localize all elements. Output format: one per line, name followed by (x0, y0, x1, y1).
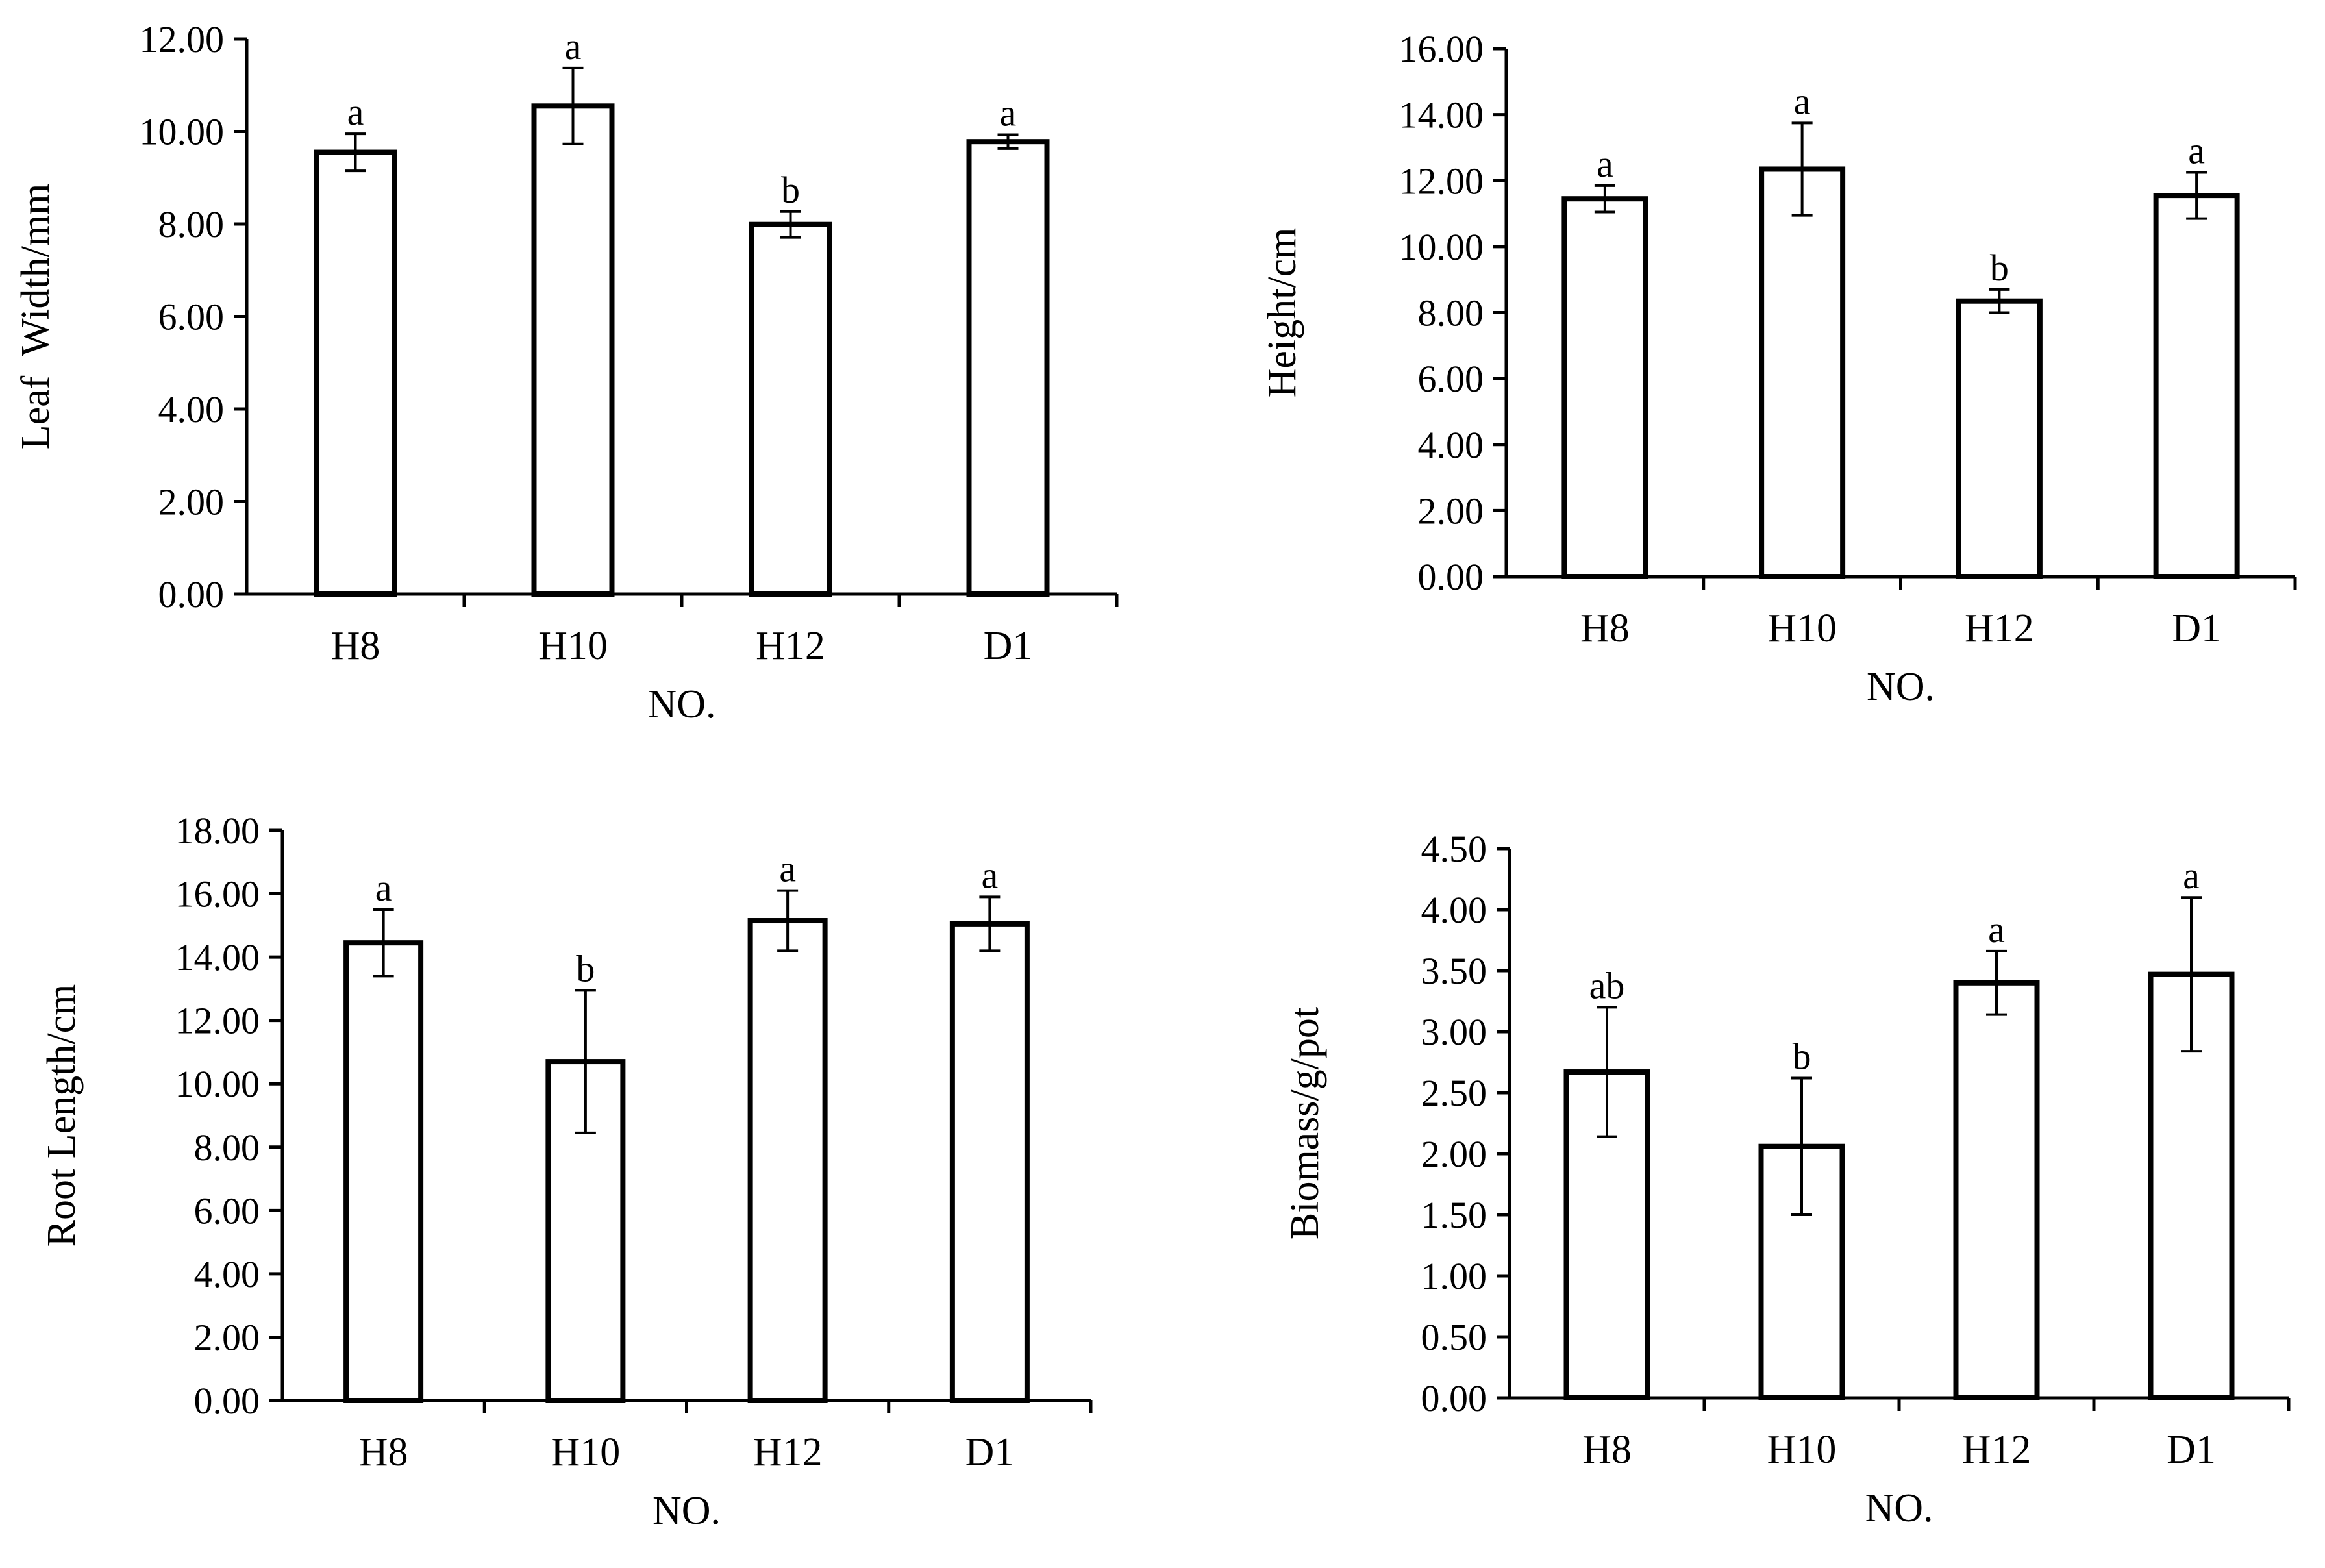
root-length-bar-d1 (949, 921, 1030, 1403)
leaf-width-significance-label: b (781, 169, 800, 211)
biomass-bar-h12 (1953, 980, 2040, 1400)
leaf-width-significance-label: a (1000, 92, 1017, 134)
leaf-width-y-tick-label: 4.00 (158, 388, 225, 430)
leaf-width-y-tick-label: 8.00 (158, 203, 225, 245)
biomass-x-tick-label: D1 (2167, 1428, 2216, 1472)
biomass-x-tick-label: H12 (1962, 1428, 2032, 1472)
leaf-width-significance-label: a (565, 25, 582, 68)
leaf-width-y-tick-label: 10.00 (140, 111, 225, 153)
biomass-y-tick-label: 2.50 (1421, 1072, 1487, 1114)
biomass-y-tick-label: 4.00 (1421, 889, 1487, 931)
height-y-tick-label: 2.00 (1418, 490, 1484, 532)
height-y-tick-label: 10.00 (1399, 226, 1484, 268)
leaf-width-x-tick-label: H8 (331, 624, 380, 668)
biomass-x-axis-title: NO. (1865, 1486, 1933, 1530)
height-significance-label: a (1597, 143, 1613, 185)
biomass-y-tick-label: 3.50 (1421, 950, 1487, 992)
root-length-y-tick-label: 12.00 (175, 1000, 260, 1042)
biomass-significance-label: ab (1589, 964, 1625, 1006)
biomass-significance-label: a (2183, 854, 2200, 897)
biomass-y-axis-title: Biomass/g/pot (1283, 1007, 1327, 1239)
height-significance-label: a (1794, 80, 1811, 122)
height-x-axis-title: NO. (1867, 665, 1935, 709)
root-length-y-tick-label: 10.00 (175, 1063, 260, 1105)
root-length-bar-h12 (747, 918, 828, 1403)
leaf-width-x-tick-label: D1 (984, 624, 1033, 668)
root-length-y-tick-label: 16.00 (175, 873, 260, 915)
root-length-x-tick-label: H10 (551, 1430, 620, 1475)
height-y-tick-label: 6.00 (1418, 358, 1484, 400)
chart-leaf-width-svg: 0.00 2.00 4.00 6.00 8.00 10.00 12.00 a H8 a H10 b H1… (14, 18, 1119, 727)
leaf-width-x-tick-label: H12 (756, 624, 825, 668)
root-length-y-tick-label: 0.00 (194, 1380, 260, 1422)
height-y-tick-label: 12.00 (1399, 160, 1484, 202)
height-x-tick-label: D1 (2172, 606, 2221, 651)
root-length-y-tick-label: 14.00 (175, 936, 260, 978)
height-x-tick-label: H12 (1965, 606, 2034, 651)
height-y-tick-label: 4.00 (1418, 424, 1484, 466)
root-length-y-tick-label: 6.00 (194, 1189, 260, 1232)
root-length-significance-label: a (375, 867, 392, 909)
height-significance-label: a (2188, 130, 2205, 172)
height-bar-h10 (1759, 166, 1846, 579)
leaf-width-y-tick-label: 0.00 (158, 573, 225, 616)
chart-root-length: 0.00 2.00 4.00 6.00 8.00 10.00 12.00 14.00 16.00… (0, 784, 1162, 1567)
height-y-tick-label: 16.00 (1399, 28, 1484, 70)
height-bar-h8 (1561, 196, 1648, 579)
root-length-bar-h8 (343, 940, 424, 1403)
height-bar-d1 (2153, 193, 2240, 580)
chart-biomass: 0.00 0.50 1.00 1.50 2.00 2.50 3.00 3.50 4.00 4.50… (1162, 784, 2324, 1567)
height-y-tick-label: 14.00 (1399, 94, 1484, 136)
leaf-width-x-tick-label: H10 (538, 624, 608, 668)
height-y-axis-title: Height/cm (1260, 228, 1304, 398)
biomass-y-tick-label: 0.00 (1421, 1377, 1487, 1419)
chart-height-svg: 0.00 2.00 4.00 6.00 8.00 10.00 12.00 14.00 16.00… (1260, 28, 2297, 709)
root-length-significance-label: a (982, 854, 999, 896)
root-length-x-tick-label: H12 (753, 1430, 823, 1475)
root-length-significance-label: b (576, 947, 595, 989)
biomass-y-tick-label: 0.50 (1421, 1316, 1487, 1358)
root-length-y-tick-label: 8.00 (194, 1126, 260, 1169)
biomass-y-tick-label: 3.00 (1421, 1011, 1487, 1053)
leaf-width-y-tick-label: 2.00 (158, 481, 225, 523)
leaf-width-y-axis-title: Leaf Width/mm (14, 184, 58, 450)
biomass-x-tick-label: H8 (1582, 1428, 1632, 1472)
root-length-y-tick-label: 4.00 (194, 1253, 260, 1295)
chart-height: 0.00 2.00 4.00 6.00 8.00 10.00 12.00 14.00 16.00… (1162, 0, 2324, 784)
leaf-width-bar-h12 (749, 221, 832, 597)
height-bar-h12 (1956, 298, 2043, 579)
leaf-width-bar-h10 (531, 103, 615, 597)
height-y-tick-label: 8.00 (1418, 292, 1484, 334)
biomass-y-tick-label: 4.50 (1421, 828, 1487, 870)
root-length-y-axis-title: Root Length/cm (40, 984, 84, 1247)
biomass-y-tick-label: 2.00 (1421, 1133, 1487, 1175)
height-x-tick-label: H10 (1767, 606, 1837, 651)
biomass-x-tick-label: H10 (1767, 1428, 1837, 1472)
height-y-tick-label: 0.00 (1418, 556, 1484, 598)
leaf-width-y-tick-label: 6.00 (158, 296, 225, 338)
leaf-width-x-axis-title: NO. (647, 682, 715, 727)
root-length-significance-label: a (779, 848, 796, 890)
biomass-y-tick-label: 1.50 (1421, 1194, 1487, 1236)
root-length-y-tick-label: 2.00 (194, 1316, 260, 1358)
chart-root-length-svg: 0.00 2.00 4.00 6.00 8.00 10.00 12.00 14.00 16.00… (40, 810, 1093, 1533)
root-length-x-tick-label: D1 (965, 1430, 1014, 1475)
leaf-width-bar-d1 (966, 139, 1050, 597)
height-x-tick-label: H8 (1580, 606, 1630, 651)
leaf-width-bar-h8 (314, 149, 397, 597)
root-length-x-tick-label: H8 (359, 1430, 408, 1475)
biomass-significance-label: a (1988, 908, 2005, 951)
height-significance-label: b (1990, 247, 2009, 289)
root-length-x-axis-title: NO. (653, 1489, 721, 1533)
leaf-width-significance-label: a (347, 91, 364, 133)
biomass-y-tick-label: 1.00 (1421, 1255, 1487, 1297)
chart-leaf-width: 0.00 2.00 4.00 6.00 8.00 10.00 12.00 a H8 a H10 b H1… (0, 0, 1162, 784)
leaf-width-y-tick-label: 12.00 (140, 18, 225, 60)
chart-biomass-svg: 0.00 0.50 1.00 1.50 2.00 2.50 3.00 3.50 4.00 4.50… (1283, 828, 2291, 1530)
biomass-significance-label: b (1793, 1035, 1811, 1077)
root-length-y-tick-label: 18.00 (175, 810, 260, 852)
